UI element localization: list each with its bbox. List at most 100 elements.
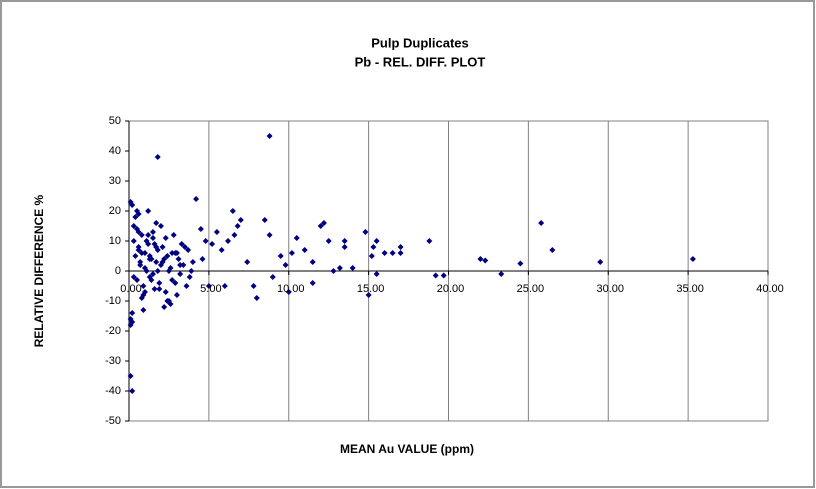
point	[162, 235, 169, 241]
point	[173, 292, 180, 298]
point	[205, 283, 212, 289]
point	[169, 250, 176, 256]
x-tick-label: 35.00	[676, 283, 704, 295]
point	[282, 262, 289, 268]
point	[170, 232, 177, 238]
point	[151, 286, 158, 292]
point	[130, 238, 137, 244]
labels: 0.00 5.00 10.00 15.00 20.00 25.00 30.00 35.00 40…	[105, 115, 784, 427]
point	[138, 250, 145, 256]
point	[426, 238, 433, 244]
point	[301, 247, 308, 253]
point	[193, 196, 200, 202]
point	[154, 154, 161, 160]
point	[432, 272, 439, 279]
x-tick-label: 25.00	[517, 283, 545, 295]
point	[138, 295, 145, 301]
point	[164, 253, 171, 259]
point	[234, 223, 241, 229]
y-tick-label: 20	[109, 205, 121, 217]
x-tick-label: 30.00	[596, 283, 624, 295]
point	[266, 133, 273, 139]
point	[538, 220, 545, 226]
point	[689, 256, 696, 262]
y-tick-label: 0	[115, 265, 121, 277]
grid	[125, 120, 769, 422]
y-tick-label: -20	[105, 325, 121, 337]
point	[132, 214, 139, 220]
point	[389, 250, 396, 256]
point	[549, 247, 556, 253]
point	[141, 250, 148, 256]
point	[141, 265, 148, 271]
point	[250, 283, 257, 289]
point	[261, 217, 268, 223]
point	[498, 271, 505, 277]
point	[181, 244, 188, 250]
point	[140, 283, 147, 289]
point	[341, 244, 348, 250]
point	[202, 238, 209, 244]
point	[129, 202, 136, 208]
y-tick-label: -40	[105, 385, 121, 397]
point	[277, 253, 284, 259]
point	[397, 244, 404, 250]
point	[157, 223, 164, 229]
x-tick-label: 20.00	[437, 283, 465, 295]
y-tick-label: -50	[105, 415, 121, 427]
x-tick-label: 5.00	[200, 283, 221, 295]
point	[149, 229, 156, 235]
point	[149, 271, 156, 277]
point	[517, 260, 524, 267]
x-tick-label: 40.00	[756, 283, 784, 295]
point	[135, 211, 142, 217]
point	[597, 259, 604, 265]
point	[151, 241, 158, 247]
point	[253, 295, 260, 301]
point	[137, 259, 144, 265]
y-tick-label: 10	[109, 235, 121, 247]
point	[173, 250, 180, 256]
point	[140, 307, 147, 313]
x-axis-title: MEAN Au VALUE (ppm)	[340, 442, 474, 456]
point	[164, 298, 171, 304]
point	[169, 277, 176, 283]
point	[129, 319, 136, 325]
point	[288, 250, 295, 256]
point	[129, 310, 136, 316]
point	[293, 235, 300, 241]
y-tick-label: 40	[109, 145, 121, 157]
point	[156, 280, 163, 286]
point	[178, 241, 185, 247]
point	[330, 268, 337, 274]
point	[370, 244, 377, 250]
point	[143, 238, 150, 244]
point	[154, 268, 161, 274]
point	[153, 259, 160, 265]
point	[336, 265, 343, 271]
point	[229, 208, 236, 214]
point	[129, 388, 136, 394]
point	[237, 217, 244, 223]
point	[349, 265, 356, 271]
point	[213, 229, 220, 235]
point	[189, 259, 196, 265]
point	[218, 247, 225, 253]
point	[146, 256, 153, 262]
point	[165, 268, 172, 274]
point	[482, 257, 489, 264]
point	[172, 280, 179, 286]
point	[130, 223, 137, 229]
point	[183, 283, 190, 289]
point	[138, 232, 145, 238]
y-axis-title: RELATIVE DIFFERENCE %	[32, 194, 46, 347]
point	[161, 256, 168, 262]
point	[266, 232, 273, 238]
point	[325, 238, 332, 244]
point	[153, 220, 160, 226]
point	[368, 253, 375, 259]
x-tick-label: 10.00	[277, 283, 305, 295]
y-tick-label: -30	[105, 355, 121, 367]
point	[177, 262, 184, 268]
point	[180, 262, 187, 268]
